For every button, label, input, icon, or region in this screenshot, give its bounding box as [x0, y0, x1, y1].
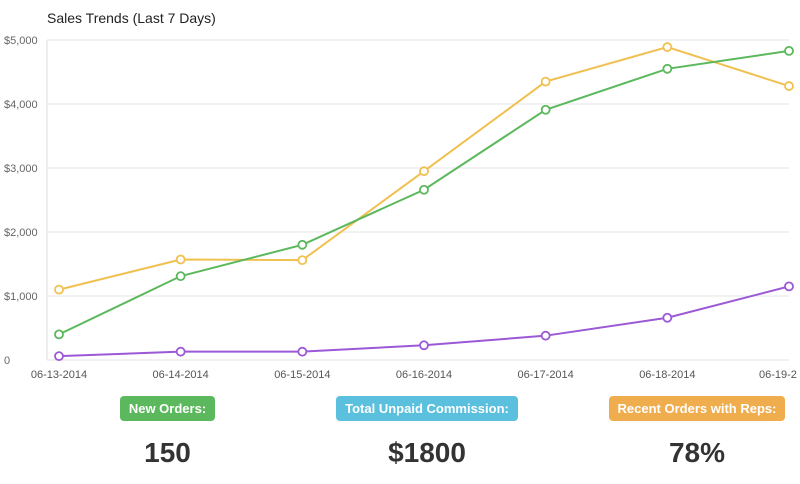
x-tick-label: 06-15-2014 [274, 369, 330, 381]
series-lines [54, 42, 794, 362]
orders-with-reps-badge: Recent Orders with Reps: [608, 396, 786, 421]
data-point [54, 284, 64, 295]
chart-title: Sales Trends (Last 7 Days) [47, 10, 216, 26]
y-axis-ticks: 0 $1,000 $2,000 $3,000 $4,000 $5,000 [4, 35, 38, 367]
sales-trends-chart: 0 $1,000 $2,000 $3,000 $4,000 $5,000 06-13-20… [4, 35, 797, 381]
unpaid-commission-badge: Total Unpaid Commission: [336, 396, 518, 421]
new-orders-value: 150 [144, 437, 191, 468]
data-point [662, 63, 673, 74]
data-point [540, 330, 551, 341]
data-point [54, 329, 64, 340]
y-tick-label: $5,000 [4, 35, 38, 47]
data-point [419, 166, 429, 177]
stat-new-orders: New Orders: 150 [100, 396, 235, 469]
data-point [419, 340, 429, 351]
data-point [297, 346, 308, 357]
y-tick-label: $1,000 [4, 291, 38, 303]
new-orders-badge: New Orders: [119, 396, 216, 421]
data-point [784, 45, 794, 56]
y-tick-label: $2,000 [4, 227, 38, 239]
stats-row: New Orders: 150 Total Unpaid Commission:… [0, 396, 800, 484]
x-tick-label: 06-17-2014 [518, 369, 574, 381]
y-tick-label: $4,000 [4, 99, 38, 111]
x-tick-label: 06-16-2014 [396, 369, 452, 381]
orders-with-reps-value: 78% [668, 437, 726, 468]
x-tick-label: 06-14-2014 [153, 369, 209, 381]
data-point [662, 312, 673, 323]
x-tick-label: 06-13-2014 [31, 369, 87, 381]
data-point [784, 281, 794, 292]
data-point [175, 346, 186, 357]
data-point [540, 104, 551, 115]
stat-unpaid-commission: Total Unpaid Commission: $1800 [322, 396, 532, 469]
grid-lines [46, 39, 789, 361]
stat-orders-with-reps: Recent Orders with Reps: 78% [592, 396, 800, 469]
x-tick-label: 06-19-2 [759, 369, 797, 381]
data-point [662, 42, 673, 52]
unpaid-commission-value: $1800 [388, 437, 466, 468]
y-tick-label: 0 [4, 355, 10, 367]
x-tick-label: 06-18-2014 [639, 369, 695, 381]
data-point [419, 184, 429, 195]
data-point [297, 255, 308, 266]
data-point [784, 81, 794, 91]
data-point [54, 351, 64, 362]
data-point [175, 254, 186, 265]
data-point [297, 239, 308, 250]
data-point [540, 76, 551, 87]
data-point [175, 271, 186, 282]
y-tick-label: $3,000 [4, 163, 38, 175]
x-axis-ticks: 06-13-2014 06-14-2014 06-15-2014 06-16-2014… [31, 369, 797, 381]
